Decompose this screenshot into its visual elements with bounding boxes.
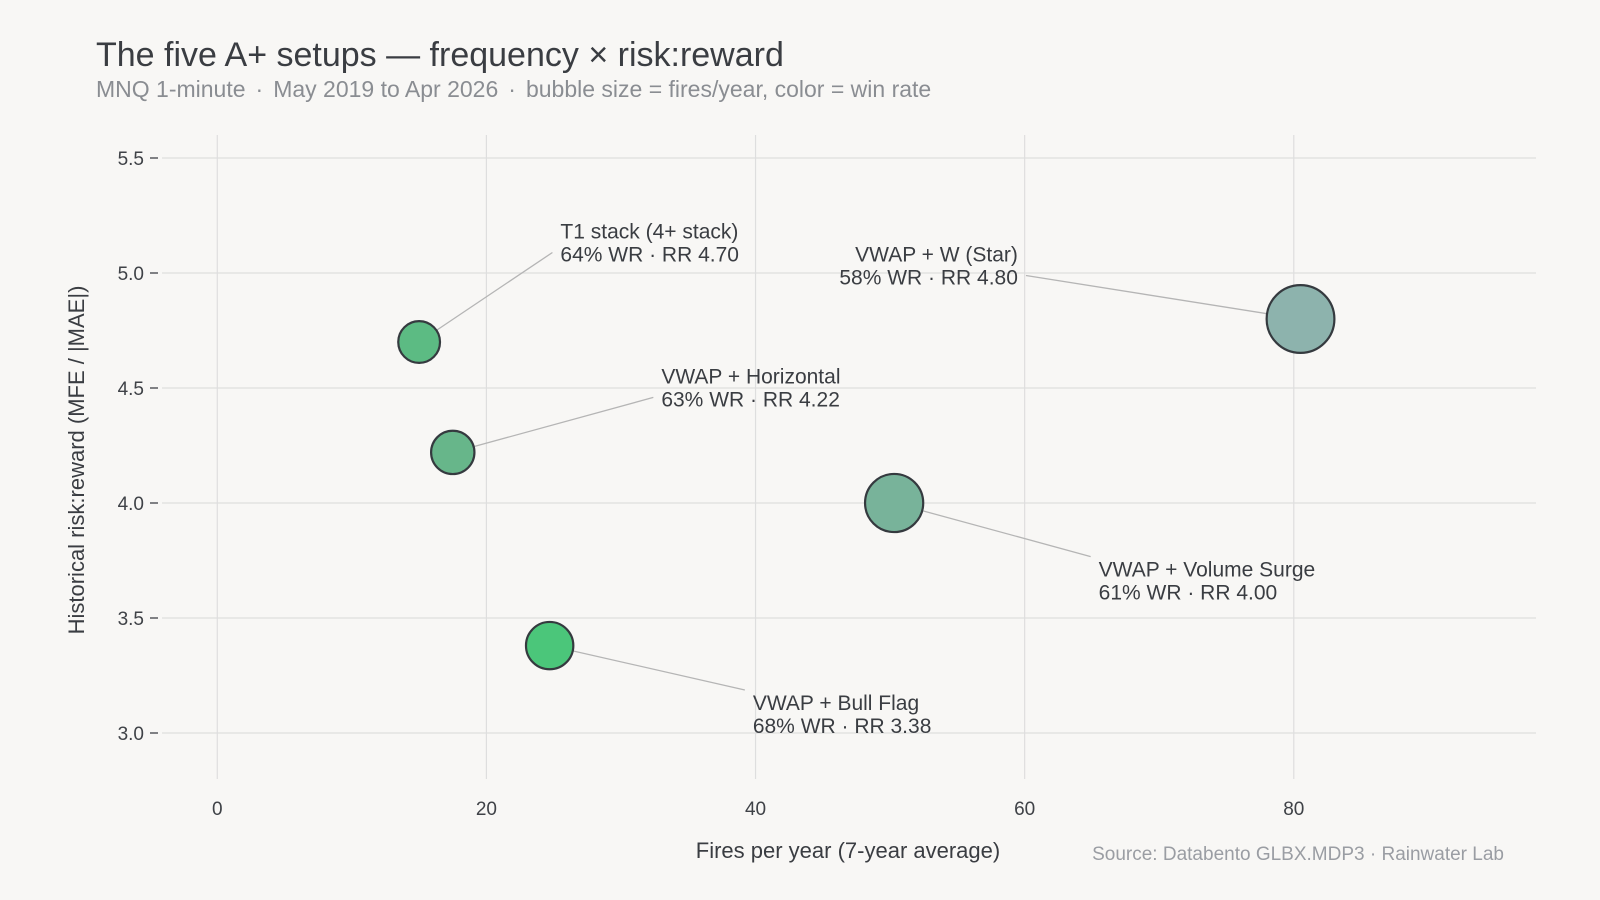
bubble [863, 472, 925, 534]
bubble-label-detail: 68% WR · RR 3.38 [753, 715, 932, 738]
bubble-label: VWAP + Bull Flag 68% WR · RR 3.38 [753, 692, 932, 738]
bubble-label: VWAP + Horizontal 63% WR · RR 4.22 [661, 365, 840, 411]
bubble [524, 620, 575, 671]
bubble-label: VWAP + Volume Surge 61% WR · RR 4.00 [1099, 559, 1316, 605]
x-tick-label: 20 [476, 799, 497, 820]
x-tick-label: 40 [745, 799, 766, 820]
bubbles [397, 284, 1336, 671]
y-tick-label: 5.5 [118, 149, 144, 170]
subtitle-date-range: May 2019 to Apr 2026 [273, 76, 499, 102]
y-tick-label: 3.0 [118, 724, 144, 745]
subtitle-separator: · [508, 76, 516, 102]
subtitle-separator: · [255, 76, 264, 102]
y-tick-label: 4.0 [118, 494, 144, 515]
bubble-label-name: VWAP + Bull Flag [753, 692, 919, 715]
bubble-label-name: VWAP + Horizontal [661, 365, 840, 388]
leader-line [418, 251, 553, 343]
grid-lines [162, 135, 1536, 779]
leader-line [1025, 274, 1301, 320]
axes: 0 20 40 60 80 3.0 3.5 4.0 4.5 5.0 5.5 [118, 149, 1305, 820]
bubble [1265, 284, 1336, 354]
bubble-label-detail: 64% WR · RR 4.70 [560, 244, 739, 267]
subtitle-instrument: MNQ 1-minute [96, 76, 246, 102]
bubble [429, 429, 476, 476]
annotation-leaders [418, 251, 1301, 691]
bubble-label-name: VWAP + W (Star) [855, 244, 1018, 267]
bubble [397, 320, 442, 364]
bubble-label-name: T1 stack (4+ stack) [560, 221, 738, 244]
y-tick-label: 3.5 [118, 609, 144, 630]
x-axis-title: Fires per year (7-year average) [696, 838, 1000, 863]
y-tick-label: 5.0 [118, 264, 144, 285]
y-axis-title: Historical risk:reward (MFE / |MAE|) [64, 286, 89, 635]
bubble-label-detail: 58% WR · RR 4.80 [839, 267, 1018, 290]
chart-subtitle: MNQ 1-minute · May 2019 to Apr 2026 · bubble… [96, 76, 931, 103]
source-note: Source: Databento GLBX.MDP3 · Rainwater … [1092, 844, 1504, 865]
annotation-labels: T1 stack (4+ stack) 64% WR · RR 4.70 VWAP … [560, 221, 1315, 739]
bubble-label-detail: 63% WR · RR 4.22 [661, 388, 840, 411]
x-tick-label: 60 [1014, 799, 1035, 820]
y-tick-label: 4.5 [118, 379, 144, 400]
leader-line [452, 396, 654, 454]
bubble-label-detail: 61% WR · RR 4.00 [1099, 582, 1278, 605]
bubble-label: VWAP + W (Star) 58% WR · RR 4.80 [839, 244, 1018, 290]
subtitle-encoding-note: bubble size = fires/year, color = win ra… [525, 76, 932, 102]
leader-line [549, 644, 745, 691]
leader-line [893, 502, 1091, 558]
bubble-label: T1 stack (4+ stack) 64% WR · RR 4.70 [560, 221, 739, 267]
chart-title: The five A+ setups — frequency × risk:re… [96, 36, 784, 74]
bubble-label-name: VWAP + Volume Surge [1099, 559, 1316, 582]
x-tick-label: 80 [1283, 799, 1304, 820]
x-tick-label: 0 [212, 799, 223, 820]
